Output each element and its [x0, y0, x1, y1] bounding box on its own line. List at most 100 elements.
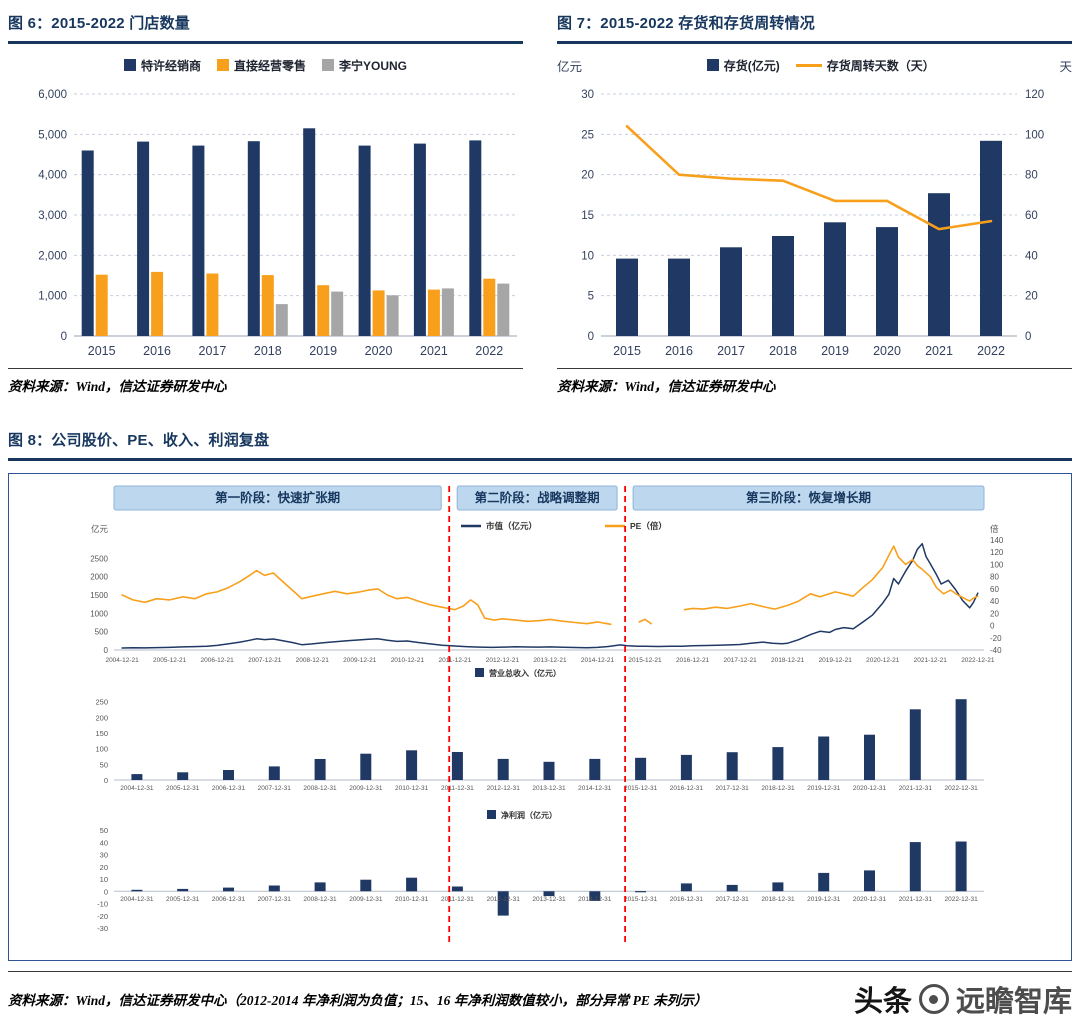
svg-text:2019: 2019 [821, 344, 849, 358]
svg-text:2016: 2016 [143, 344, 171, 358]
svg-text:2012-12-31: 2012-12-31 [487, 896, 521, 903]
svg-text:2020: 2020 [873, 344, 901, 358]
bar [720, 247, 742, 336]
svg-text:2012-12-31: 2012-12-31 [487, 785, 521, 792]
bar [177, 888, 189, 892]
bar [726, 884, 738, 892]
svg-text:2007-12-31: 2007-12-31 [258, 785, 292, 792]
right-axis-unit: 天 [1059, 59, 1072, 74]
svg-text:2004-12-31: 2004-12-31 [120, 785, 154, 792]
fig8-box: 第一阶段：快速扩张期 第二阶段：战略调整期 第三阶段：恢复增长期 市值（亿元） PE（倍… [8, 473, 1072, 961]
franchise-swatch [123, 59, 136, 71]
svg-text:2017-12-31: 2017-12-31 [716, 896, 750, 903]
svg-text:1000: 1000 [90, 609, 108, 618]
inventory-chart: 0 0 5 20 10 40 15 60 20 80 25 100 30 120 2015 2016 2017 2… [581, 89, 1044, 358]
svg-text:2006-12-31: 2006-12-31 [212, 896, 246, 903]
svg-text:-20: -20 [990, 634, 1002, 643]
series-1 [95, 271, 496, 336]
svg-text:0: 0 [588, 331, 594, 343]
bar [497, 891, 509, 916]
bar [441, 288, 454, 336]
bar [223, 887, 234, 892]
svg-text:2020-12-21: 2020-12-21 [866, 657, 900, 664]
bar [223, 770, 234, 780]
svg-text:3,000: 3,000 [38, 210, 67, 222]
svg-text:40: 40 [100, 838, 108, 847]
svg-text:2011-12-21: 2011-12-21 [438, 657, 471, 664]
bar [497, 758, 509, 780]
market-cap-pe-chart: 市值（亿元） PE（倍） 0 500 1000 1500 2000 2500 -40 -20 0 20… [90, 521, 1004, 664]
svg-text:2014-12-31: 2014-12-31 [578, 896, 612, 903]
svg-text:30: 30 [581, 89, 594, 101]
svg-text:2022: 2022 [475, 344, 503, 358]
svg-text:2004-12-31: 2004-12-31 [120, 896, 154, 903]
svg-text:2015-12-21: 2015-12-21 [628, 657, 662, 664]
svg-text:50: 50 [100, 826, 108, 835]
svg-text:0: 0 [104, 887, 108, 896]
bar [81, 150, 94, 336]
bar [680, 883, 692, 892]
bar [275, 304, 288, 336]
bar [909, 709, 921, 780]
svg-text:第一阶段：快速扩张期: 第一阶段：快速扩张期 [215, 490, 340, 505]
bar [680, 754, 692, 780]
bar [317, 285, 330, 336]
fig8-title: 图 8：公司股价、PE、收入、利润复盘 [8, 425, 1072, 461]
svg-text:2012-12-21: 2012-12-21 [486, 657, 520, 664]
svg-text:-10: -10 [97, 900, 108, 909]
bar [635, 757, 647, 780]
bar [131, 889, 143, 892]
svg-text:PE（倍）: PE（倍） [630, 521, 667, 531]
bar [864, 870, 875, 892]
left-axis-unit: 亿元 [557, 59, 583, 74]
bar [772, 882, 784, 892]
bar [386, 295, 399, 336]
svg-text:2009-12-31: 2009-12-31 [349, 896, 383, 903]
bar [192, 145, 205, 336]
svg-text:2005-12-31: 2005-12-31 [166, 785, 200, 792]
revenue-chart: 营业总收入（亿元） 0 50 100 150 200 250 2004-12-31 2005-1… [95, 668, 984, 792]
bar [451, 752, 463, 780]
yuanzhan-logo-icon [918, 984, 949, 1014]
series-2 [275, 283, 510, 336]
fig7-title: 图 7：2015-2022 存货和存货周转情况 [557, 8, 1072, 44]
bar [818, 736, 830, 780]
bar [177, 772, 189, 780]
legend-item-inventory: 存货(亿元) [706, 57, 780, 74]
svg-text:2022-12-21: 2022-12-21 [961, 657, 995, 664]
svg-text:2019-12-31: 2019-12-31 [807, 785, 841, 792]
svg-text:1500: 1500 [90, 591, 108, 600]
svg-text:120: 120 [990, 548, 1004, 557]
svg-text:2007-12-31: 2007-12-31 [258, 896, 292, 903]
bar [635, 891, 647, 893]
svg-text:2010-12-21: 2010-12-21 [391, 657, 425, 664]
svg-text:30: 30 [100, 851, 108, 860]
svg-text:500: 500 [95, 628, 109, 637]
svg-text:0: 0 [104, 646, 109, 655]
svg-text:1,000: 1,000 [38, 291, 67, 303]
svg-text:0: 0 [104, 776, 108, 785]
fig7-legend-row: 亿元 存货(亿元) 存货周转天数（天） 天 [557, 56, 1072, 74]
legend-label: 存货(亿元) [723, 58, 780, 73]
svg-text:2005-12-31: 2005-12-31 [166, 896, 200, 903]
top-charts-row: 图 6：2015-2022 门店数量 特许经销商 直接经营零售 李宁YOUNG … [8, 8, 1072, 395]
fig7-plot: 0 0 5 20 10 40 15 60 20 80 25 100 30 120 2015 2016 2017 2… [581, 89, 1044, 358]
svg-text:2015-12-31: 2015-12-31 [624, 896, 658, 903]
bar [268, 885, 280, 892]
svg-text:40: 40 [1025, 250, 1038, 262]
svg-text:25: 25 [581, 129, 594, 141]
bar [314, 759, 326, 780]
svg-text:2017-12-21: 2017-12-21 [723, 657, 757, 664]
bar [303, 128, 316, 336]
legend-label: 李宁YOUNG [339, 58, 408, 73]
bar [876, 227, 898, 336]
svg-text:2018-12-21: 2018-12-21 [771, 657, 805, 664]
svg-text:2013-12-21: 2013-12-21 [533, 657, 567, 664]
bar [261, 275, 274, 336]
bar [668, 258, 690, 336]
svg-text:2019: 2019 [309, 344, 337, 358]
svg-text:2017: 2017 [717, 344, 745, 358]
svg-text:60: 60 [990, 585, 999, 594]
svg-text:140: 140 [990, 536, 1004, 545]
svg-text:净利润（亿元）: 净利润（亿元） [501, 810, 557, 820]
